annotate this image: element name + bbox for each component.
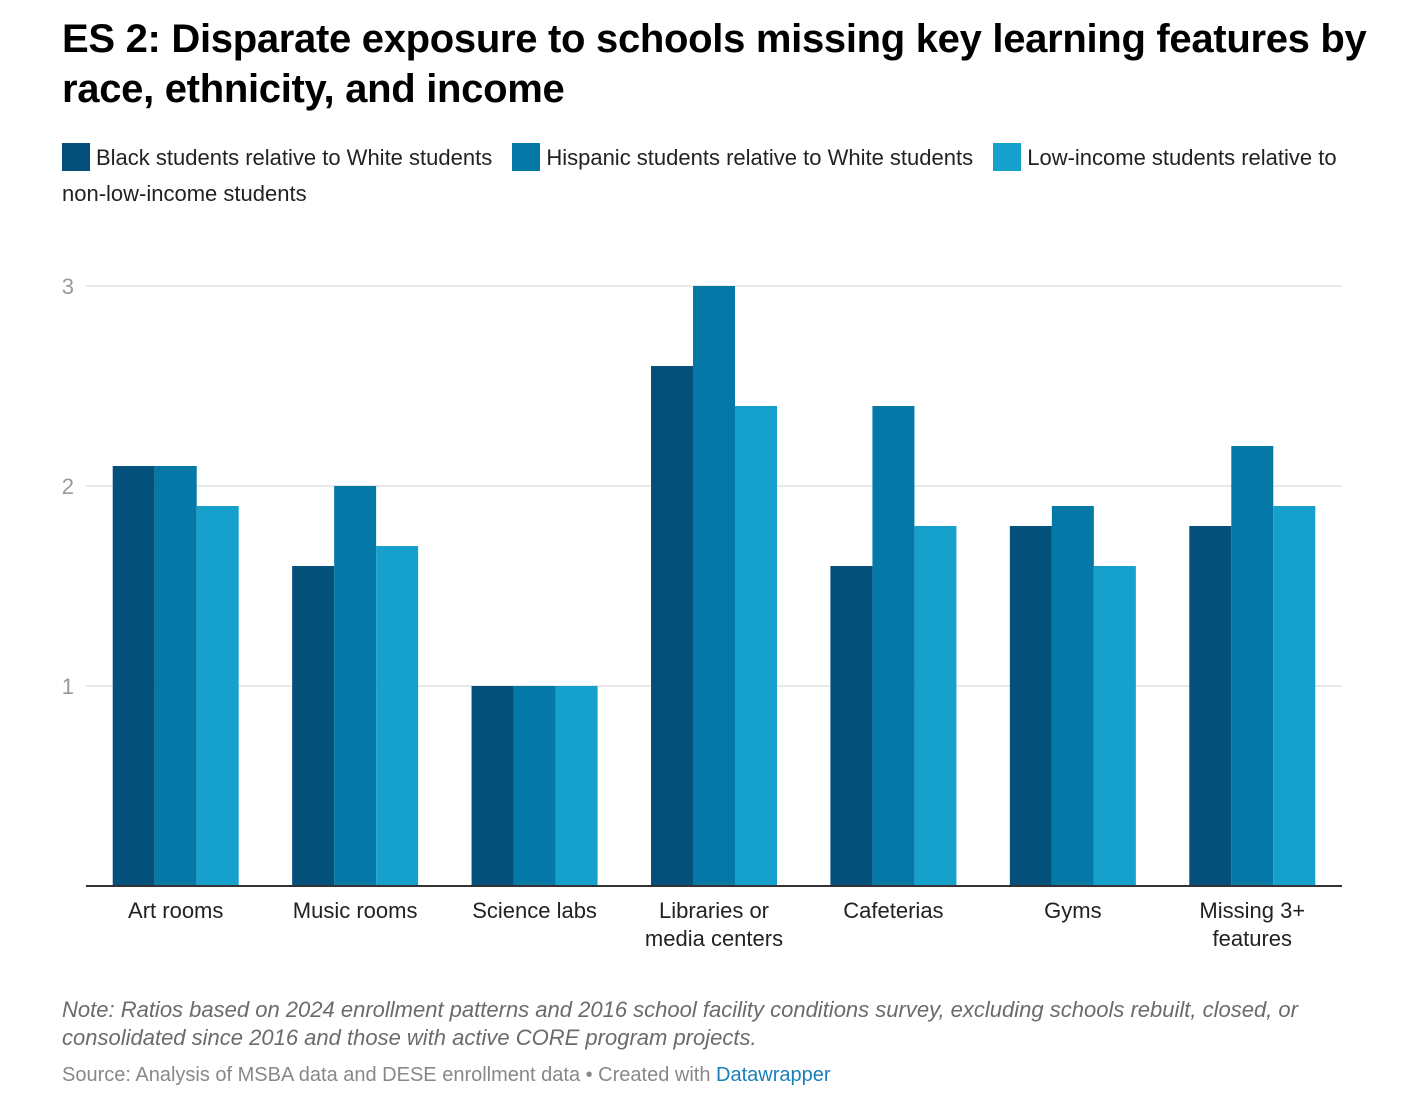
bar-series3-cat1 bbox=[196, 506, 239, 886]
x-tick-label-cat5: Cafeterias bbox=[843, 898, 943, 923]
bar-series3-cat4 bbox=[735, 406, 777, 886]
bar-series3-cat5 bbox=[914, 526, 957, 886]
source-text: Source: Analysis of MSBA data and DESE e… bbox=[62, 1064, 717, 1086]
legend-label-low-income: Low-income students relative to non-low-… bbox=[62, 145, 1337, 206]
bar-series2-cat7 bbox=[1231, 446, 1274, 886]
bar-series2-cat3 bbox=[513, 686, 556, 886]
bar-series2-cat1 bbox=[154, 466, 197, 886]
legend-item-hispanic: Hispanic students relative to White stud… bbox=[512, 143, 974, 171]
legend-swatch-low-income bbox=[993, 143, 1022, 171]
x-tick-label-cat7: Missing 3+ features bbox=[1199, 898, 1305, 951]
bar-series3-cat7 bbox=[1273, 506, 1316, 886]
bar-series1-cat3 bbox=[471, 686, 514, 886]
chart-source: Source: Analysis of MSBA data and DESE e… bbox=[62, 1064, 831, 1087]
x-tick-label-cat4: Libraries or media centers bbox=[645, 898, 783, 951]
legend-swatch-black bbox=[62, 143, 90, 171]
bar-series3-cat6 bbox=[1093, 566, 1136, 886]
bar-series3-cat2 bbox=[376, 546, 419, 886]
bar-series3-cat3 bbox=[555, 686, 598, 886]
x-tick-label-cat2: Music rooms bbox=[293, 898, 418, 923]
x-tick-label-line: Missing 3+ bbox=[1199, 898, 1305, 923]
bar-chart: 1 2 3 Art rooms Music rooms Science labs Libra… bbox=[62, 274, 1342, 951]
x-tick-label-line: features bbox=[1213, 926, 1293, 951]
x-tick-label-cat1: Art rooms bbox=[128, 898, 223, 923]
y-tick-label-1: 1 bbox=[62, 674, 74, 699]
bar-series1-cat7 bbox=[1189, 526, 1232, 886]
datawrapper-link[interactable]: Datawrapper bbox=[716, 1064, 831, 1086]
bar-series2-cat2 bbox=[334, 486, 377, 886]
bar-series1-cat2 bbox=[292, 566, 335, 886]
y-tick-label-3: 3 bbox=[62, 274, 74, 299]
y-tick-label-2: 2 bbox=[62, 474, 74, 499]
x-tick-label-line: Music rooms bbox=[293, 898, 418, 923]
legend-item-low-income: Low-income students relative to non-low-… bbox=[62, 143, 1337, 206]
bar-series1-cat4 bbox=[651, 366, 693, 886]
x-tick-label-line: Cafeterias bbox=[843, 898, 943, 923]
legend-label-hispanic: Hispanic students relative to White stud… bbox=[546, 145, 974, 170]
x-tick-label-line: Science labs bbox=[472, 898, 597, 923]
x-tick-label-line: Gyms bbox=[1044, 898, 1101, 923]
x-tick-label-line: Libraries or bbox=[659, 898, 769, 923]
legend-item-black: Black students relative to White student… bbox=[62, 143, 493, 171]
chart-note: Note: Ratios based on 2024 enrollment pa… bbox=[62, 997, 1298, 1050]
legend-swatch-hispanic bbox=[512, 143, 541, 171]
bar-series2-cat5 bbox=[872, 406, 915, 886]
legend-label-black: Black students relative to White student… bbox=[96, 145, 493, 170]
x-tick-label-cat6: Gyms bbox=[1044, 898, 1101, 923]
chart-title: ES 2: Disparate exposure to schools miss… bbox=[62, 17, 1367, 111]
x-tick-label-cat3: Science labs bbox=[472, 898, 597, 923]
x-tick-label-line: media centers bbox=[645, 926, 783, 951]
bar-series1-cat1 bbox=[112, 466, 155, 886]
bar-series1-cat6 bbox=[1009, 526, 1052, 886]
bar-series2-cat4 bbox=[693, 286, 735, 886]
x-tick-label-line: Art rooms bbox=[128, 898, 223, 923]
bar-series2-cat6 bbox=[1051, 506, 1094, 886]
legend: Black students relative to White student… bbox=[62, 140, 1362, 212]
bar-series1-cat5 bbox=[830, 566, 873, 886]
